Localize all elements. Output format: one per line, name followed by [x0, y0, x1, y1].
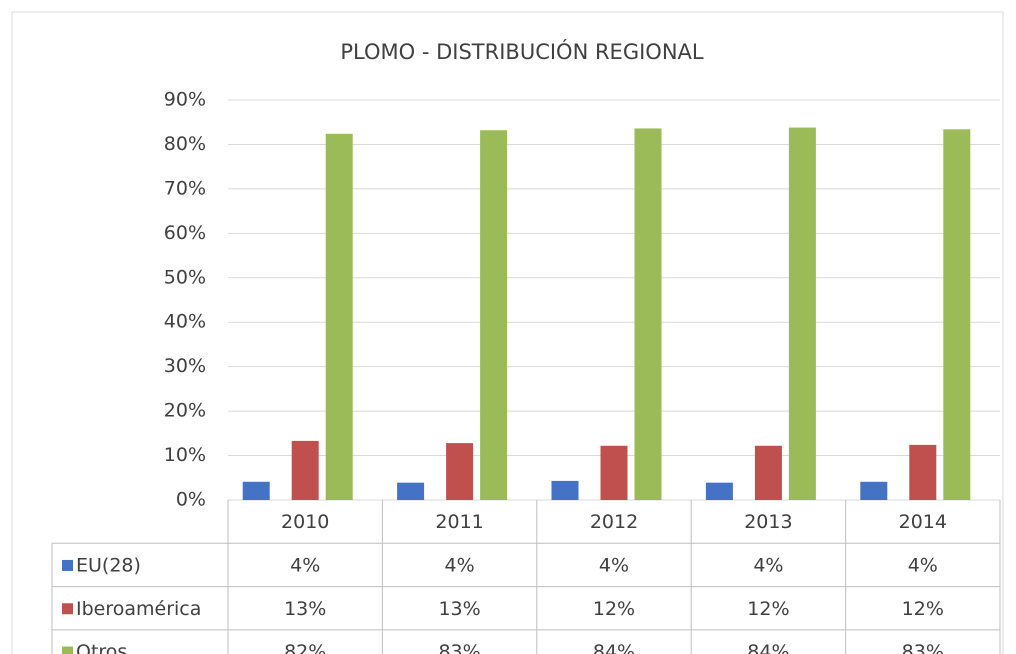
table-value: 4%	[445, 554, 475, 576]
y-tick-label: 0%	[176, 489, 206, 511]
bar	[754, 445, 782, 500]
x-tick-label: 2012	[590, 511, 638, 533]
y-tick-label: 10%	[164, 444, 206, 466]
bar	[600, 445, 628, 500]
x-tick-label: 2014	[899, 511, 947, 533]
y-tick-label: 50%	[164, 266, 206, 288]
bar	[446, 443, 474, 500]
y-tick-label: 80%	[164, 133, 206, 155]
y-tick-label: 70%	[164, 177, 206, 199]
table-value: 13%	[284, 598, 326, 620]
table-value: 4%	[290, 554, 320, 576]
bar	[909, 444, 937, 500]
x-tick-label: 2013	[744, 511, 792, 533]
bar	[242, 481, 270, 500]
table-value: 83%	[438, 641, 480, 654]
bar	[943, 129, 971, 501]
bar	[397, 482, 425, 500]
chart-title: PLOMO - DISTRIBUCIÓN REGIONAL	[340, 39, 704, 64]
legend-swatch	[62, 646, 73, 654]
chart-frame	[11, 11, 1004, 654]
x-tick-label: 2010	[281, 511, 329, 533]
y-tick-label: 20%	[164, 400, 206, 422]
legend-label: Iberoamérica	[76, 598, 201, 620]
bar	[480, 130, 508, 500]
bar	[860, 481, 888, 500]
y-tick-label: 60%	[164, 222, 206, 244]
legend-swatch	[62, 603, 73, 615]
table-value: 84%	[593, 641, 635, 654]
bar	[325, 133, 353, 500]
table-value: 4%	[599, 554, 629, 576]
table-value: 4%	[753, 554, 783, 576]
table-value: 4%	[908, 554, 938, 576]
table-value: 12%	[747, 598, 789, 620]
legend-label: EU(28)	[76, 554, 141, 576]
y-tick-label: 40%	[164, 311, 206, 333]
table-value: 12%	[593, 598, 635, 620]
table-value: 82%	[284, 641, 326, 654]
bar	[291, 440, 319, 500]
bar	[788, 127, 816, 501]
table-value: 12%	[902, 598, 944, 620]
legend-label: Otros	[76, 641, 127, 654]
x-tick-label: 2011	[435, 511, 483, 533]
y-tick-label: 90%	[164, 89, 206, 111]
table-value: 84%	[747, 641, 789, 654]
table-value: 13%	[438, 598, 480, 620]
table-value: 83%	[902, 641, 944, 654]
y-tick-label: 30%	[164, 355, 206, 377]
legend-swatch	[62, 559, 73, 571]
bar	[551, 480, 579, 500]
bar	[634, 128, 662, 500]
bar	[705, 482, 733, 500]
